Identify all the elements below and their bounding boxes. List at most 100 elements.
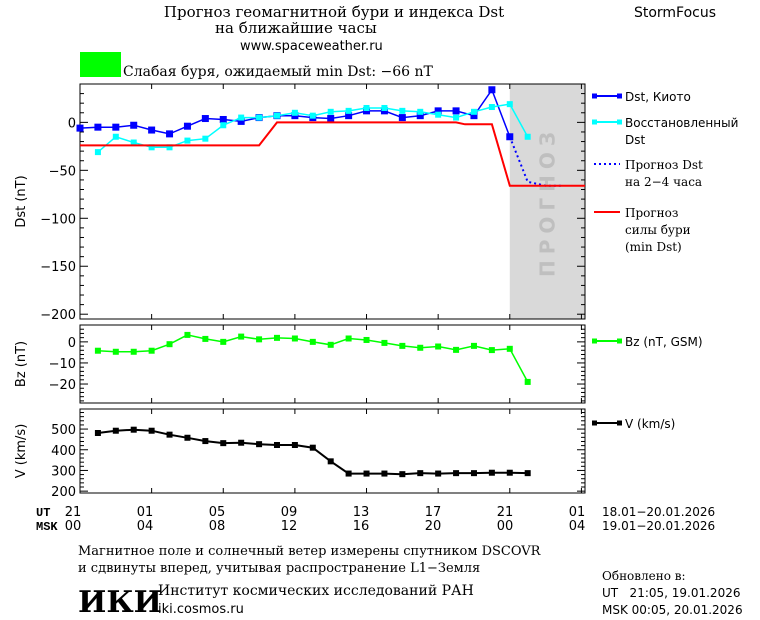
- data-point: [130, 139, 137, 146]
- data-point: [345, 107, 352, 114]
- data-point: [220, 122, 227, 129]
- legend-label: силы бури: [625, 223, 691, 237]
- data-point: [506, 101, 513, 108]
- data-point: [417, 108, 424, 115]
- iki-logo-text: ИКИ: [78, 585, 162, 620]
- data-point: [453, 470, 460, 477]
- title-line1: Прогноз геомагнитной бури и индекса Dst: [164, 3, 504, 21]
- data-point: [166, 144, 173, 151]
- x-tick-label-msk: 00: [65, 519, 82, 534]
- data-point: [345, 112, 353, 120]
- legend-label: V (km/s): [625, 417, 675, 431]
- data-point: [381, 339, 388, 346]
- institute-url[interactable]: iki.cosmos.ru: [158, 602, 244, 617]
- data-point: [183, 122, 191, 130]
- x-tick-label-ut: 01: [137, 505, 154, 520]
- data-point: [202, 135, 209, 142]
- data-point: [345, 470, 352, 477]
- legend-marker: [592, 93, 597, 99]
- y-tick-label: −20: [49, 378, 76, 393]
- data-point: [453, 114, 460, 121]
- status-text: Слабая буря, ожидаемый min Dst: −66 nT: [123, 64, 434, 80]
- data-point: [220, 338, 227, 345]
- data-point: [399, 471, 406, 478]
- data-point: [291, 109, 298, 116]
- data-point: [273, 442, 280, 448]
- x-tick-label-msk: 16: [353, 519, 370, 534]
- legend-marker: [617, 119, 622, 125]
- legend-label: Dst, Киото: [625, 90, 691, 104]
- data-point: [327, 115, 335, 123]
- data-point: [488, 469, 495, 476]
- institute-name: Институт космических исследований РАН: [158, 583, 474, 599]
- data-point: [435, 111, 442, 118]
- data-point: [219, 115, 227, 123]
- msk-date-range: 19.01−20.01.2026: [602, 519, 715, 533]
- y-tick-label: 400: [51, 444, 76, 459]
- series-line: [80, 121, 585, 187]
- data-point: [470, 112, 478, 120]
- data-point: [94, 430, 101, 436]
- y-tick-label: 200: [51, 485, 76, 500]
- legend-marker: [592, 119, 597, 125]
- data-point: [237, 117, 245, 125]
- data-point: [130, 348, 137, 355]
- data-point: [238, 114, 245, 121]
- msk-label: MSK: [36, 520, 58, 534]
- data-point: [381, 104, 388, 111]
- legend-label: Bz (nT, GSM): [625, 335, 703, 349]
- y-tick-label: 300: [51, 464, 76, 479]
- data-point: [435, 343, 442, 350]
- y-tick-label: −10: [49, 357, 76, 372]
- data-point: [524, 133, 531, 140]
- site-url[interactable]: www.spaceweather.ru: [240, 39, 383, 54]
- y-tick-label: −150: [40, 260, 76, 275]
- data-point: [488, 86, 496, 94]
- legend-label: Прогноз Dst: [625, 158, 703, 172]
- data-point: [309, 338, 316, 345]
- data-point: [256, 336, 263, 343]
- data-point: [184, 434, 191, 441]
- legend-label: Dst: [625, 133, 645, 147]
- y-tick-label: 500: [51, 423, 76, 438]
- data-point: [112, 123, 120, 131]
- data-point: [166, 431, 173, 438]
- data-point: [112, 427, 119, 434]
- forecast-band-label: ПРОГНОЗ: [535, 126, 559, 277]
- x-tick-label-msk: 12: [281, 519, 298, 534]
- legend-label: (min Dst): [625, 240, 682, 254]
- forecast-band: [509, 84, 585, 319]
- x-tick-label-ut: 21: [497, 505, 514, 520]
- data-point: [416, 112, 424, 120]
- data-point: [94, 123, 102, 131]
- x-tick-label-ut: 01: [569, 505, 586, 520]
- data-point: [488, 104, 495, 111]
- data-point: [327, 458, 334, 465]
- x-tick-label-msk: 00: [497, 519, 514, 534]
- data-point: [201, 115, 209, 123]
- data-point: [363, 104, 370, 111]
- data-point: [398, 114, 406, 122]
- data-point: [148, 126, 156, 134]
- x-tick-label-ut: 21: [65, 505, 82, 520]
- plot-frame: [79, 83, 586, 320]
- data-point: [256, 441, 263, 448]
- updated-msk: MSK 00:05, 20.01.2026: [602, 603, 743, 617]
- data-point: [470, 342, 477, 349]
- data-point: [506, 469, 513, 476]
- data-point: [417, 470, 424, 477]
- series-line: [97, 428, 528, 476]
- data-point: [452, 107, 460, 115]
- data-point: [327, 108, 334, 115]
- x-tick-label-msk: 04: [137, 519, 154, 534]
- title-line2: на ближайшие часы: [215, 19, 377, 37]
- x-tick-label-msk: 08: [209, 519, 226, 534]
- data-point: [256, 114, 263, 121]
- y-tick-label: −50: [49, 164, 76, 179]
- data-point: [166, 130, 174, 138]
- data-point: [273, 334, 280, 341]
- footer-note-2: и сдвинуты вперед, учитывая распростране…: [78, 561, 480, 576]
- y-tick-label: −100: [40, 212, 76, 227]
